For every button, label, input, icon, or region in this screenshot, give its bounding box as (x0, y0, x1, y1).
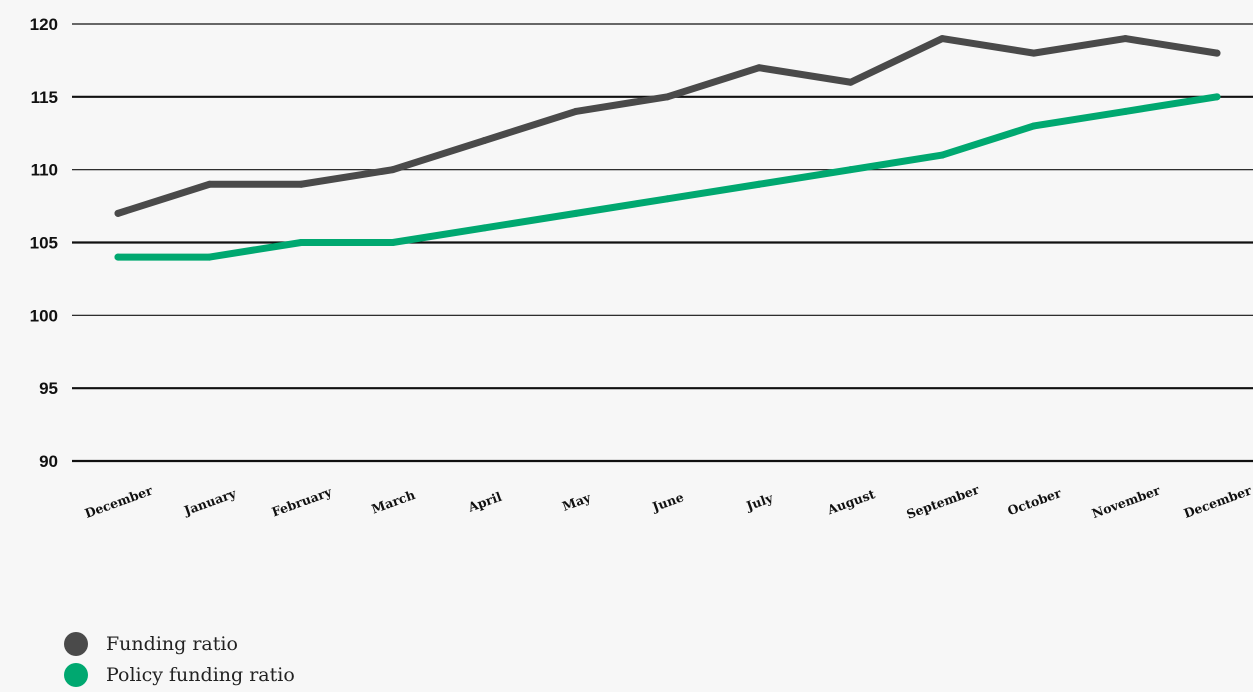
data-point-policy-funding-ratio-7 (755, 180, 763, 188)
x-tick-label-february: February (270, 484, 335, 520)
x-tick-label-april: April (465, 489, 504, 515)
legend-label-funding-ratio: Funding ratio (106, 632, 238, 655)
data-point-funding-ratio-0 (114, 209, 122, 217)
x-tick-label-july: July (743, 490, 775, 514)
x-tick-label-may: May (560, 489, 593, 513)
x-tick-label-january: January (181, 485, 239, 518)
data-point-policy-funding-ratio-9 (938, 151, 946, 159)
y-tick-label-105: 105 (30, 234, 58, 253)
data-point-policy-funding-ratio-6 (664, 195, 671, 203)
legend-label-policy-funding-ratio: Policy funding ratio (106, 663, 295, 686)
data-point-policy-funding-ratio-10 (1030, 122, 1038, 130)
x-tick-label-december: December (1182, 482, 1253, 520)
data-point-policy-funding-ratio-4 (480, 224, 488, 232)
data-point-funding-ratio-5 (572, 107, 580, 115)
data-point-funding-ratio-4 (480, 137, 488, 145)
y-tick-label-100: 100 (30, 306, 58, 325)
data-point-funding-ratio-11 (1121, 35, 1129, 43)
x-tick-label-august: August (824, 486, 877, 517)
x-tick-label-november: November (1090, 482, 1163, 521)
legend-swatch-funding-ratio (64, 631, 88, 656)
data-point-policy-funding-ratio-1 (206, 253, 214, 261)
series-line-policy-funding-ratio (114, 93, 1221, 261)
line-chart: 90 95 100 105 110 115 120 December January Februa… (30, 15, 1253, 522)
data-point-policy-funding-ratio-8 (847, 166, 855, 174)
data-point-policy-funding-ratio-0 (114, 253, 122, 261)
data-point-funding-ratio-2 (297, 180, 305, 188)
legend-item-funding-ratio: Funding ratio (64, 628, 295, 659)
x-tick-label-december: December (83, 482, 155, 520)
data-point-funding-ratio-10 (1030, 49, 1038, 57)
x-tick-label-october: October (1005, 485, 1063, 518)
data-point-funding-ratio-12 (1213, 49, 1221, 57)
data-point-funding-ratio-7 (755, 64, 763, 72)
x-tick-label-june: June (649, 489, 685, 514)
data-point-policy-funding-ratio-5 (572, 209, 580, 217)
data-point-policy-funding-ratio-3 (389, 239, 397, 246)
legend-swatch-policy-funding-ratio (64, 662, 88, 687)
data-point-policy-funding-ratio-12 (1213, 93, 1221, 101)
legend-item-policy-funding-ratio: Policy funding ratio (64, 659, 295, 690)
data-point-funding-ratio-6 (664, 93, 671, 101)
legend: Funding ratio Policy funding ratio (64, 628, 295, 690)
x-tick-label-march: March (369, 487, 417, 517)
x-tick-label-september: September (904, 482, 981, 522)
data-point-funding-ratio-8 (847, 78, 855, 86)
data-point-funding-ratio-3 (389, 166, 397, 174)
data-point-policy-funding-ratio-2 (297, 239, 305, 246)
y-tick-label-95: 95 (39, 379, 58, 398)
y-tick-label-90: 90 (39, 452, 58, 471)
data-point-funding-ratio-9 (938, 35, 946, 43)
data-point-policy-funding-ratio-11 (1121, 107, 1129, 115)
chart-area: 90 95 100 105 110 115 120 December January Februa… (30, 15, 1253, 522)
y-tick-label-120: 120 (30, 15, 58, 34)
y-tick-label-110: 110 (31, 161, 58, 180)
y-tick-label-115: 115 (31, 88, 58, 107)
data-point-funding-ratio-1 (206, 180, 214, 188)
